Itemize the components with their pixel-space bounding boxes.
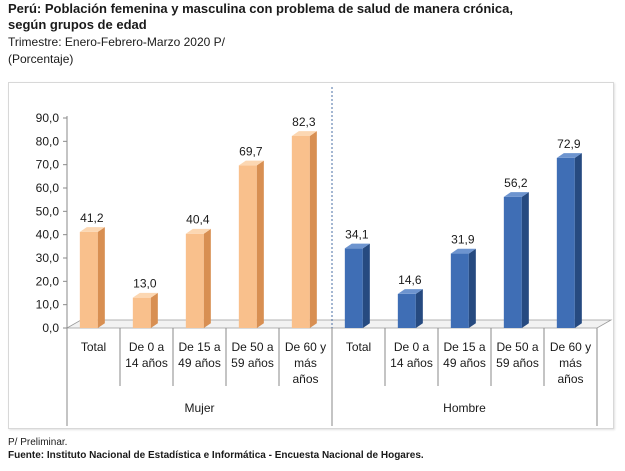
- bar-front: [79, 231, 98, 328]
- data-label: 69,7: [239, 144, 263, 158]
- bar-front: [291, 135, 310, 328]
- category-label: De 60 y más años: [550, 340, 591, 386]
- bar-side: [150, 292, 158, 328]
- bar-top: [397, 289, 423, 294]
- category-label: De 0 a 14 años: [390, 340, 433, 370]
- data-label: 56,2: [504, 176, 528, 190]
- y-tick-label: 50,0: [36, 204, 60, 218]
- bar-top: [344, 243, 370, 249]
- category-label: De 60 y más años: [285, 340, 326, 386]
- bar-front: [344, 248, 363, 328]
- group-label: Hombre: [443, 401, 486, 415]
- group-label: Mujer: [184, 401, 214, 415]
- bar-top: [556, 153, 582, 158]
- bar-front: [185, 233, 204, 328]
- footnote: P/ Preliminar.: [8, 437, 68, 448]
- category-label: De 50 a 59 años: [231, 340, 274, 370]
- bar-top: [450, 248, 476, 254]
- bar-front: [503, 196, 522, 328]
- data-label: 31,9: [451, 233, 475, 247]
- bar-top: [79, 227, 105, 232]
- chart-unit: (Porcentaje): [8, 52, 74, 66]
- category-label: De 15 a 49 años: [443, 340, 486, 370]
- bar-front: [132, 297, 151, 328]
- category-label: De 0 a 14 años: [125, 340, 168, 370]
- category-label: Total: [346, 340, 371, 354]
- data-label: 34,1: [345, 227, 369, 241]
- chart-subtitle: Trimestre: Enero-Febrero-Marzo 2020 P/: [8, 35, 225, 49]
- y-tick-label: 30,0: [36, 251, 60, 265]
- bar-side: [468, 248, 476, 328]
- y-tick-label: 90,0: [36, 111, 60, 125]
- bar-side: [521, 192, 529, 328]
- source-note: Fuente: Instituto Nacional de Estadístic…: [8, 450, 424, 461]
- bar-chart: 0,0 10,0 20,0 30,0 40,0 50,0 60,0 70,0 80,0 90,0 T…: [36, 87, 613, 426]
- data-label: 82,3: [292, 115, 316, 129]
- y-tick-label: 0,0: [42, 321, 59, 335]
- bar-side: [309, 131, 317, 328]
- data-label: 14,6: [398, 273, 422, 287]
- category-label: De 50 a 59 años: [496, 340, 539, 370]
- bar-top: [238, 160, 264, 166]
- bar-side: [97, 227, 105, 328]
- bar-top: [185, 228, 211, 234]
- bar-side: [203, 228, 211, 328]
- y-tick-label: 70,0: [36, 158, 60, 172]
- bar-side: [415, 289, 423, 328]
- data-label: 13,0: [133, 277, 157, 291]
- bar-front: [556, 157, 575, 328]
- bar-top: [503, 192, 529, 197]
- bar-top: [132, 292, 158, 298]
- bar-top: [291, 131, 317, 136]
- data-label: 41,2: [80, 211, 104, 225]
- chart-area: 0,0 10,0 20,0 30,0 40,0 50,0 60,0 70,0 80,0 90,0 T…: [8, 82, 614, 429]
- bar-front: [238, 165, 257, 328]
- y-tick-label: 40,0: [36, 228, 60, 242]
- bar-side: [362, 243, 370, 328]
- y-tick-label: 20,0: [36, 274, 60, 288]
- category-label: Total: [81, 340, 106, 354]
- bar-front: [450, 253, 469, 328]
- bar-side: [574, 153, 582, 328]
- data-label: 40,4: [186, 213, 210, 227]
- y-tick-label: 60,0: [36, 181, 60, 195]
- bar-side: [256, 160, 264, 328]
- data-label: 72,9: [557, 137, 581, 151]
- chart-title: Perú: Población femenina y masculina con…: [8, 1, 513, 32]
- category-label: De 15 a 49 años: [178, 340, 221, 370]
- y-tick-label: 80,0: [36, 134, 60, 148]
- y-tick-label: 10,0: [36, 298, 60, 312]
- bar-front: [397, 293, 416, 328]
